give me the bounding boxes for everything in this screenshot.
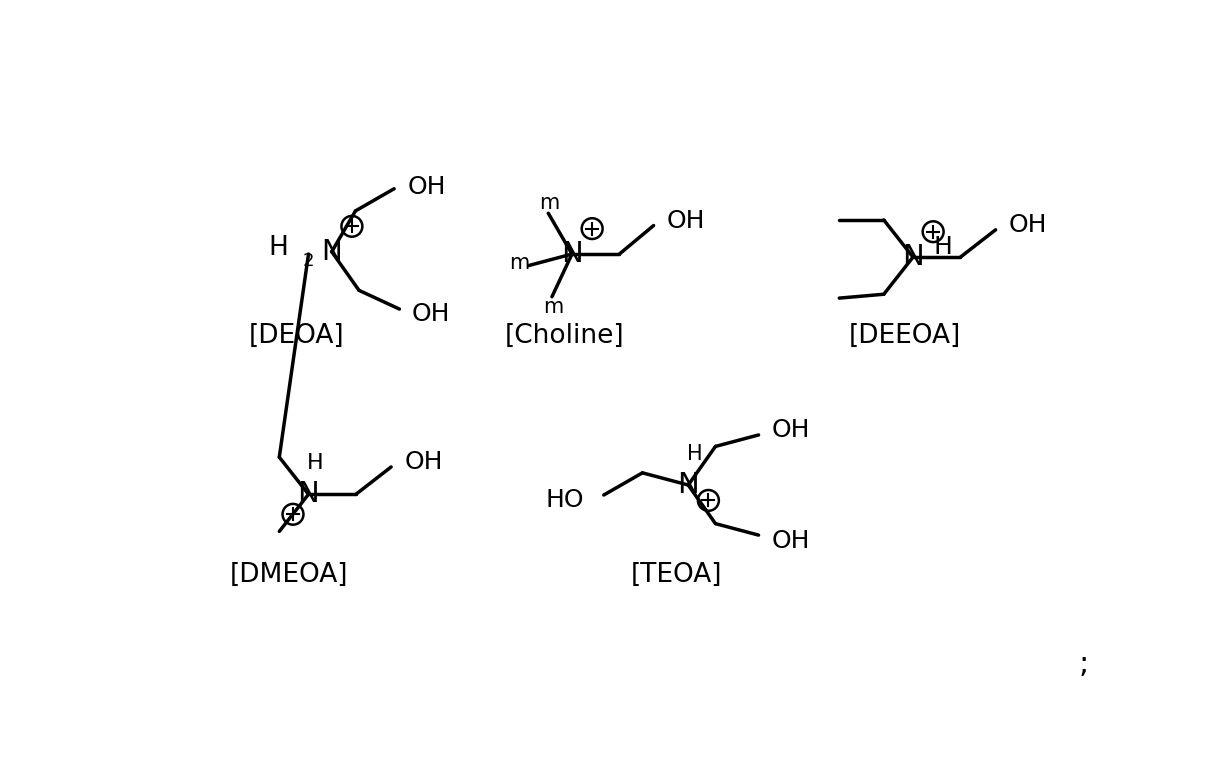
Text: [Choline]: [Choline] (505, 324, 624, 349)
Text: H: H (686, 444, 702, 464)
Text: [DEEOA]: [DEEOA] (849, 324, 962, 349)
Text: OH: OH (1009, 213, 1047, 237)
Text: OH: OH (404, 450, 443, 475)
Text: ;: ; (1078, 649, 1089, 678)
Text: OH: OH (667, 209, 705, 233)
Text: OH: OH (411, 301, 449, 326)
Text: m: m (543, 297, 564, 317)
Text: H: H (269, 235, 289, 261)
Text: [DMEOA]: [DMEOA] (230, 562, 349, 588)
Text: H: H (307, 453, 323, 474)
Text: OH: OH (772, 417, 810, 442)
Text: N: N (322, 238, 343, 266)
Text: N: N (297, 480, 319, 508)
Text: m: m (539, 193, 559, 213)
Text: 2: 2 (303, 252, 314, 270)
Text: N: N (561, 240, 583, 268)
Text: N: N (678, 471, 699, 499)
Text: OH: OH (772, 529, 810, 552)
Text: [TEOA]: [TEOA] (631, 562, 722, 588)
Text: m: m (508, 253, 529, 273)
Text: N: N (903, 243, 923, 271)
Text: HO: HO (545, 488, 585, 512)
Text: OH: OH (408, 175, 446, 199)
Text: H: H (933, 235, 952, 259)
Text: [DEOA]: [DEOA] (249, 324, 345, 349)
